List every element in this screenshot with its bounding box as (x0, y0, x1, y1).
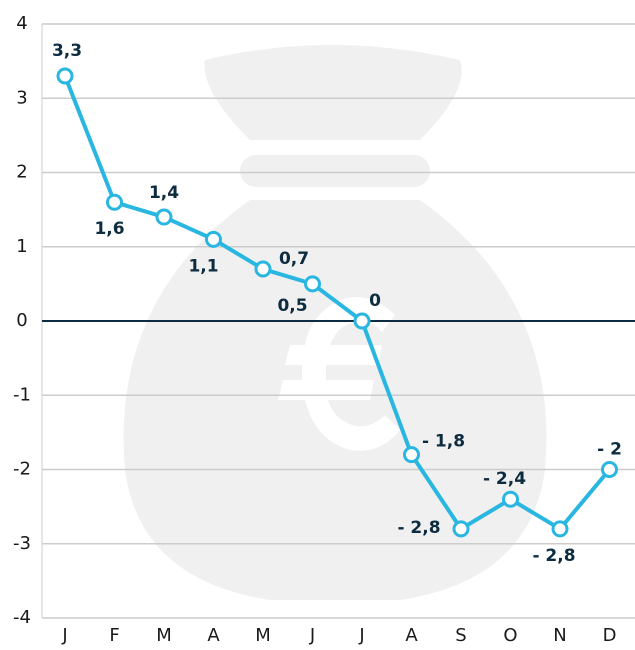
x-tick-label: J (358, 625, 364, 646)
value-label: 1,4 (149, 183, 179, 203)
series-line (63, 75, 612, 531)
value-label: - 1,8 (422, 432, 465, 452)
y-tick-label: 2 (16, 162, 27, 183)
x-tick-label: D (603, 625, 617, 646)
marker (205, 230, 222, 248)
x-tick-label: M (156, 625, 172, 646)
value-label: 0,7 (279, 249, 309, 269)
y-tick-label: -4 (13, 607, 31, 628)
marker (304, 275, 321, 293)
value-label: - 2,8 (532, 546, 575, 566)
value-label: - 2,4 (483, 469, 526, 489)
value-label: 0 (369, 291, 381, 311)
y-tick-label: 1 (16, 236, 27, 257)
marker (155, 208, 173, 226)
value-label: 3,3 (52, 41, 82, 61)
value-label: 1,1 (188, 256, 218, 276)
value-label: 0,5 (277, 296, 307, 316)
y-tick-label: -3 (13, 533, 31, 554)
marker (56, 67, 74, 85)
plot: 3,3 1,6 1,4 1,1 0,7 0,5 0 - 1,8 - 2,8 - 2,4 - 2,8 -… (52, 41, 622, 566)
grid: -4 -3 -2 -1 0 1 2 3 4 J F M A M J J A S O N D (13, 13, 635, 646)
y-tick-label: 0 (16, 310, 27, 331)
y-tick-label: -2 (13, 459, 31, 480)
marker (601, 461, 618, 478)
value-label: 1,6 (94, 219, 124, 239)
x-tick-label: O (503, 625, 517, 646)
x-tick-label: S (455, 625, 466, 646)
y-tick-label: 3 (16, 87, 27, 108)
marker (106, 193, 123, 211)
x-tick-label: A (207, 625, 220, 646)
euro-sign (278, 297, 400, 451)
x-tick-label: M (255, 625, 271, 646)
marker (353, 312, 371, 330)
marker (502, 490, 519, 508)
y-tick-label: 4 (16, 13, 27, 34)
marker (254, 260, 272, 278)
x-tick-label: F (109, 625, 119, 646)
value-label: - 2,8 (397, 518, 440, 538)
marker (452, 520, 470, 538)
x-tick-label: A (405, 625, 418, 646)
marker (551, 520, 569, 538)
x-tick-label: J (309, 625, 315, 646)
y-tick-label: -1 (13, 384, 31, 405)
marker (403, 446, 420, 464)
value-label: - 2 (597, 440, 622, 460)
x-tick-label: J (61, 625, 67, 646)
x-tick-label: N (553, 625, 566, 646)
